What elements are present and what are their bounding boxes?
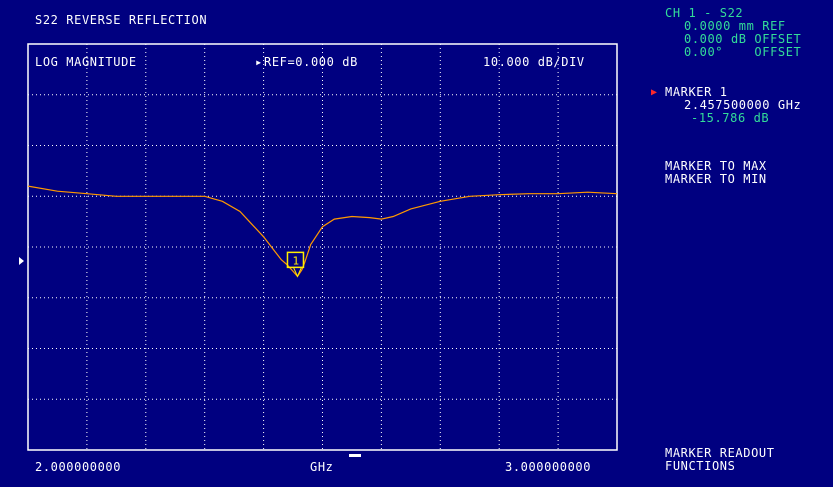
reference-level: REF=0.000 dB	[264, 55, 358, 69]
softkey-menu-title: MARKER READOUT	[665, 446, 775, 460]
sweep-position-indicator	[349, 454, 361, 457]
marker-1-label: 1	[292, 254, 299, 267]
marker-1-flag[interactable]: 1	[286, 251, 305, 278]
softkey-menu-title-line2: FUNCTIONS	[665, 459, 736, 473]
marker-frequency: 2.457500000 GHz	[684, 98, 802, 112]
start-frequency: 2.000000000	[35, 460, 122, 474]
reference-arrow-icon: ▸	[255, 55, 263, 69]
channel-label: CH 1 - S22	[665, 6, 744, 20]
marker-value: -15.786 dB	[691, 111, 770, 125]
softkey-marker-to-min[interactable]: MARKER TO MIN	[665, 172, 767, 186]
frequency-unit: GHz	[310, 460, 334, 474]
measurement-title: S22 REVERSE REFLECTION	[35, 13, 208, 27]
graticule-grid	[28, 44, 617, 450]
phase-offset: 0.00° OFFSET	[684, 45, 802, 59]
s22-trace	[27, 185, 618, 278]
marker-1-box	[286, 251, 305, 269]
stop-frequency: 3.000000000	[505, 460, 592, 474]
scale-per-division: 10.000 dB/DIV	[483, 55, 585, 69]
magnitude-offset: 0.000 dB OFFSET	[684, 32, 802, 46]
reference-position-indicator	[19, 257, 24, 265]
active-marker-arrow-icon: ▶	[651, 87, 658, 98]
marker-label: MARKER 1	[665, 85, 728, 99]
softkey-panel: CH 1 - S22 0.0000 mm REF 0.000 dB OFFSET…	[651, 0, 833, 487]
softkey-marker-to-max[interactable]: MARKER TO MAX	[665, 159, 767, 173]
reference-plane-offset: 0.0000 mm REF	[684, 19, 786, 33]
format-label: LOG MAGNITUDE	[35, 55, 137, 69]
